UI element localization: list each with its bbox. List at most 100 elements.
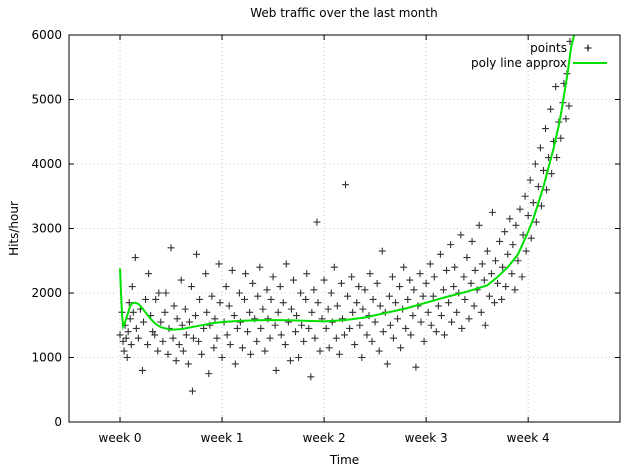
data-point xyxy=(303,270,311,278)
data-point xyxy=(547,105,555,113)
data-point xyxy=(470,302,478,310)
data-point xyxy=(448,318,456,326)
data-point xyxy=(134,334,142,342)
data-point xyxy=(487,270,495,278)
data-point xyxy=(471,266,479,274)
data-point xyxy=(402,324,410,332)
data-point xyxy=(116,331,124,339)
data-point xyxy=(305,324,313,332)
data-point xyxy=(404,295,412,303)
data-point xyxy=(496,237,504,245)
data-point xyxy=(226,341,234,349)
data-point xyxy=(120,347,128,355)
data-point xyxy=(508,270,516,278)
data-point xyxy=(179,347,187,355)
x-tick-label: week 2 xyxy=(303,431,346,445)
data-point xyxy=(450,283,458,291)
data-point xyxy=(276,283,284,291)
data-point xyxy=(127,341,135,349)
data-point xyxy=(282,260,290,268)
data-point xyxy=(173,315,181,323)
data-point xyxy=(451,263,459,271)
data-point xyxy=(562,115,570,123)
data-point xyxy=(407,331,415,339)
y-tick-label: 2000 xyxy=(31,286,62,300)
data-point xyxy=(128,283,136,291)
data-point xyxy=(289,276,297,284)
data-point xyxy=(475,221,483,229)
data-point xyxy=(396,283,404,291)
data-point xyxy=(427,321,435,329)
data-point xyxy=(335,350,343,358)
data-point xyxy=(259,305,267,313)
data-point xyxy=(138,366,146,374)
data-point xyxy=(129,308,137,316)
data-point xyxy=(388,273,396,281)
data-point xyxy=(247,350,255,358)
data-point xyxy=(157,318,165,326)
data-point xyxy=(344,292,352,300)
data-point xyxy=(514,257,522,265)
data-point xyxy=(439,286,447,294)
x-axis-title: Time xyxy=(329,453,359,467)
data-point xyxy=(126,315,134,323)
y-tick-label: 0 xyxy=(54,415,62,429)
data-point xyxy=(432,328,440,336)
data-point xyxy=(351,341,359,349)
data-point xyxy=(196,295,204,303)
grid-layer xyxy=(69,34,620,423)
data-point xyxy=(279,299,287,307)
data-point xyxy=(253,337,261,345)
data-point xyxy=(524,212,532,220)
data-point xyxy=(521,192,529,200)
data-point xyxy=(355,283,363,291)
data-point xyxy=(426,260,434,268)
data-point xyxy=(371,318,379,326)
data-point xyxy=(254,292,262,300)
data-point xyxy=(287,305,295,313)
data-point xyxy=(256,263,264,271)
data-point xyxy=(346,324,354,332)
data-point xyxy=(542,125,550,133)
data-point xyxy=(490,299,498,307)
data-point xyxy=(246,308,254,316)
data-point xyxy=(527,234,535,242)
data-point xyxy=(311,334,319,342)
data-point xyxy=(529,199,537,207)
data-point xyxy=(300,337,308,345)
data-point xyxy=(539,166,547,174)
data-point xyxy=(532,218,540,226)
data-point xyxy=(205,370,213,378)
data-point xyxy=(417,318,425,326)
data-point xyxy=(477,308,485,316)
data-point xyxy=(216,299,224,307)
data-point xyxy=(376,302,384,310)
poly-line-series xyxy=(119,34,576,331)
data-point xyxy=(481,321,489,329)
data-point xyxy=(213,334,221,342)
data-point xyxy=(430,273,438,281)
data-point xyxy=(188,387,196,395)
series-layer xyxy=(116,34,576,395)
data-point xyxy=(553,154,561,162)
data-point xyxy=(409,312,417,320)
data-point xyxy=(552,83,560,91)
data-point xyxy=(504,250,512,258)
data-point xyxy=(359,305,367,313)
data-point xyxy=(332,334,340,342)
data-point xyxy=(123,354,131,361)
data-point xyxy=(465,315,473,323)
data-point xyxy=(499,263,507,271)
data-point xyxy=(167,244,175,252)
data-point xyxy=(325,344,333,352)
x-tick-label: week 0 xyxy=(99,431,142,445)
data-point xyxy=(119,337,127,345)
data-point xyxy=(241,295,249,303)
data-point xyxy=(242,270,250,278)
data-point xyxy=(151,331,159,339)
data-point xyxy=(225,302,233,310)
data-point xyxy=(155,289,163,297)
data-point xyxy=(297,289,305,297)
data-point xyxy=(480,276,488,284)
